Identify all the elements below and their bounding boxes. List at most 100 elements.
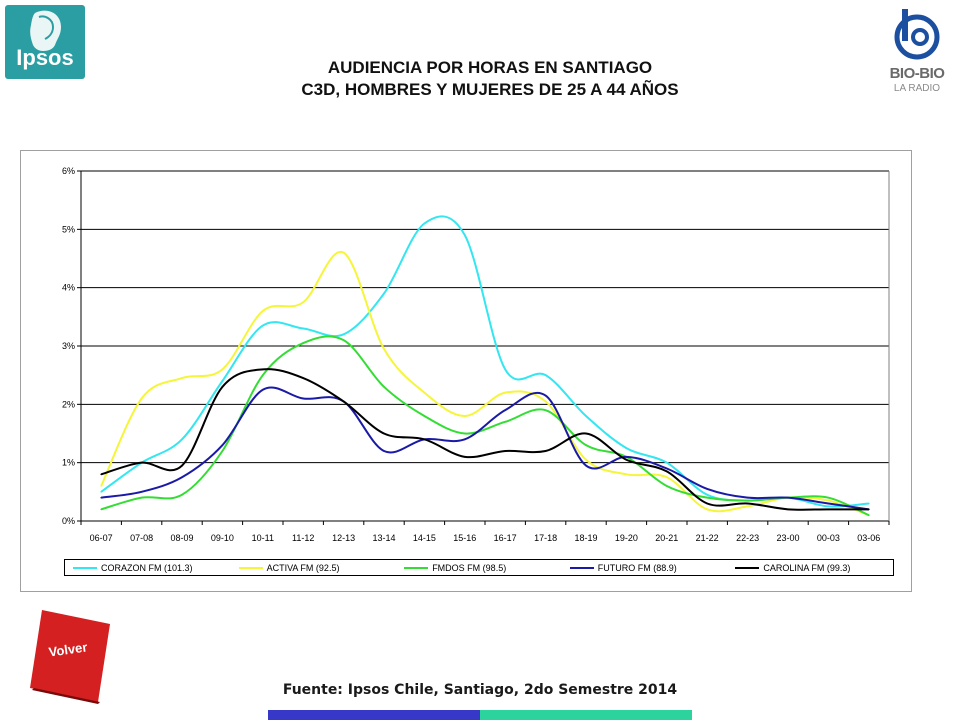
data-point xyxy=(666,467,668,470)
legend-swatch xyxy=(73,566,97,569)
data-point xyxy=(221,450,224,452)
data-point xyxy=(706,508,708,511)
x-tick-label: 13-14 xyxy=(372,533,395,543)
data-point xyxy=(464,438,466,441)
data-point xyxy=(746,502,749,505)
data-point xyxy=(827,496,830,499)
data-point xyxy=(625,447,628,449)
x-tick-label: 14-15 xyxy=(413,533,436,543)
data-point xyxy=(302,377,305,379)
x-tick-label: 21-22 xyxy=(696,533,719,543)
data-point xyxy=(423,438,426,441)
data-point xyxy=(302,342,305,344)
x-tick-label: 16-17 xyxy=(494,533,517,543)
data-point xyxy=(423,415,426,417)
data-point xyxy=(625,458,628,461)
data-point xyxy=(504,409,507,411)
legend-item: ACTIVA FM (92.5) xyxy=(238,560,339,575)
data-point xyxy=(262,324,264,327)
legend-item: FMDOS FM (98.5) xyxy=(404,560,506,575)
y-tick-label: 0% xyxy=(62,516,75,526)
legend-item: FUTURO FM (88.9) xyxy=(569,560,677,575)
data-point xyxy=(100,491,102,493)
data-point xyxy=(544,400,547,403)
chart-title-line1: AUDIENCIA POR HORAS EN SANTIAGO xyxy=(327,58,653,77)
data-point xyxy=(544,374,547,376)
x-tick-label: 10-11 xyxy=(252,533,274,543)
data-point xyxy=(666,461,668,464)
data-point xyxy=(221,368,224,371)
chart-container: 0% 1% 2% 3% 4% 5% 6% 06-07 07-08 08-09 09-10 10-11 1… xyxy=(20,150,912,592)
data-point xyxy=(464,234,466,236)
data-point xyxy=(666,470,668,473)
data-point xyxy=(827,499,830,502)
x-tick-label: 23-00 xyxy=(776,533,799,543)
data-point xyxy=(383,386,385,388)
x-tick-label: 17-18 xyxy=(534,533,557,543)
legend-swatch xyxy=(238,566,263,569)
line-chart: 0% 1% 2% 3% 4% 5% 6% 06-07 07-08 08-09 09-10 10-11 1… xyxy=(62,166,890,543)
data-point xyxy=(221,386,224,388)
y-tick-label: 5% xyxy=(62,224,75,234)
data-point xyxy=(666,476,668,479)
biobio-logo-subtext: LA RADIO xyxy=(893,83,941,94)
legend-swatch xyxy=(735,566,760,569)
data-point xyxy=(181,476,183,479)
data-point xyxy=(585,458,587,461)
data-point xyxy=(625,473,628,476)
x-tick-label: 09-10 xyxy=(211,533,234,543)
y-tick-label: 3% xyxy=(62,341,75,351)
data-point xyxy=(544,394,547,397)
data-point xyxy=(100,496,102,499)
data-point xyxy=(383,450,385,452)
data-point xyxy=(585,432,587,435)
volver-button[interactable]: Volver xyxy=(28,606,112,706)
x-tick-label: 18-19 xyxy=(574,533,597,543)
data-point xyxy=(221,380,224,382)
data-point xyxy=(262,310,264,312)
x-tick-label: 06-07 xyxy=(90,533,113,543)
data-point xyxy=(666,485,668,487)
data-point xyxy=(625,456,628,458)
chart-title-line2: C3D, HOMBRES Y MUJERES DE 25 A 44 AÑOS xyxy=(301,80,679,99)
data-point xyxy=(706,496,708,499)
data-point xyxy=(181,377,183,379)
x-tick-label: 08-09 xyxy=(170,533,193,543)
data-point xyxy=(746,499,749,502)
data-point xyxy=(585,444,587,446)
data-point xyxy=(706,493,708,496)
data-point xyxy=(262,368,264,371)
biobio-logo: BIO-BIO LA RADIO xyxy=(878,5,956,100)
data-point xyxy=(787,508,789,511)
biobio-logo-text: BIO-BIO xyxy=(889,65,945,82)
data-point xyxy=(262,388,264,391)
x-tick-label: 20-21 xyxy=(655,533,678,543)
legend-label: FMDOS FM (98.5) xyxy=(432,562,507,573)
x-tick-label: 07-08 xyxy=(130,533,153,543)
y-tick-label: 2% xyxy=(62,399,75,409)
data-point xyxy=(504,421,507,423)
legend-item: CORAZON FM (101.3) xyxy=(73,560,193,575)
y-tick-label: 6% xyxy=(62,166,75,176)
y-tick-label: 1% xyxy=(62,458,75,468)
data-point xyxy=(464,432,466,435)
data-point xyxy=(827,508,830,511)
data-point xyxy=(544,450,547,452)
x-tick-label: 22-23 xyxy=(736,533,759,543)
legend-label: CORAZON FM (101.3) xyxy=(101,562,193,573)
footer-bar-blue xyxy=(268,710,480,720)
data-point xyxy=(868,502,870,505)
data-point xyxy=(746,505,749,508)
data-point xyxy=(868,514,870,516)
data-point xyxy=(504,450,507,452)
x-tick-label: 12-13 xyxy=(332,533,355,543)
data-point xyxy=(181,438,183,441)
data-point xyxy=(100,485,102,487)
data-point xyxy=(140,461,143,464)
data-point xyxy=(262,374,264,376)
data-point xyxy=(140,491,143,493)
x-tick-label: 03-06 xyxy=(857,533,880,543)
data-point xyxy=(100,473,102,476)
x-tick-label: 15-16 xyxy=(453,533,476,543)
x-tick-label: 19-20 xyxy=(615,533,638,543)
